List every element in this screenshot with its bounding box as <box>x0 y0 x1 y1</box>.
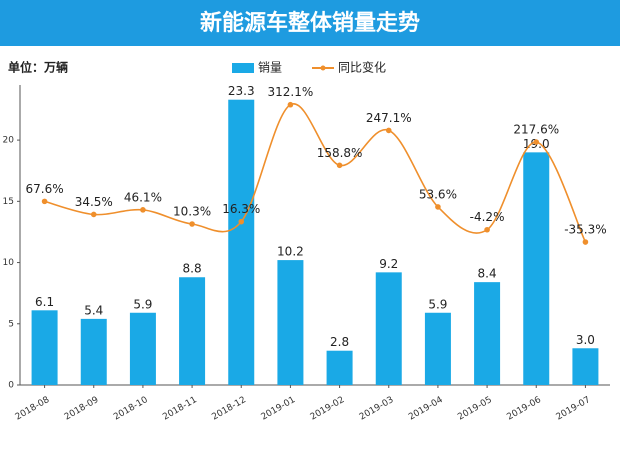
bar <box>523 152 550 385</box>
line-point <box>238 218 245 225</box>
bar <box>129 312 156 385</box>
y-tick-label: 20 <box>3 136 15 146</box>
bar-value-label: 5.9 <box>428 297 447 311</box>
x-tick-label: 2019-03 <box>358 395 396 422</box>
line-point <box>189 221 195 227</box>
bar-value-label: 8.4 <box>478 267 497 281</box>
bar-value-label: 2.8 <box>330 335 349 349</box>
unit-label: 单位：万辆 <box>8 60 68 75</box>
x-tick-label: 2018-08 <box>14 395 52 423</box>
line-value-label: 67.6% <box>26 182 64 196</box>
line-value-label: 217.6% <box>513 123 559 137</box>
bar-value-label: 23.3 <box>228 84 255 98</box>
line-point <box>533 139 540 145</box>
legend-swatch <box>320 65 326 71</box>
line-point <box>140 207 146 213</box>
y-tick-label: 0 <box>8 381 14 391</box>
bar <box>31 310 58 385</box>
line-value-label: 53.6% <box>419 187 457 201</box>
legend-label: 同比变化 <box>338 60 386 75</box>
bar-value-label: 3.0 <box>576 333 595 347</box>
line <box>44 103 587 243</box>
x-tick-label: 2019-06 <box>505 395 543 423</box>
legend-swatch <box>232 63 254 73</box>
bar <box>228 99 255 385</box>
bar-value-label: 9.2 <box>379 257 398 271</box>
bar <box>424 312 451 385</box>
bar <box>326 350 353 385</box>
x-tick-label: 2019-02 <box>309 395 347 422</box>
line-point <box>385 127 392 134</box>
line-point <box>484 226 490 233</box>
y-tick-label: 5 <box>8 319 14 329</box>
line-point <box>435 204 441 210</box>
bar-value-label: 6.1 <box>35 295 54 309</box>
line-value-label: 16.3% <box>222 202 260 216</box>
x-tick-label: 2018-10 <box>112 395 150 423</box>
bar-value-label: 8.8 <box>183 262 202 276</box>
line-value-label: -35.3% <box>564 223 606 237</box>
x-tick-label: 2019-05 <box>456 395 494 422</box>
bar <box>179 277 206 385</box>
bar-value-label: 5.4 <box>84 303 103 317</box>
line-value-label: 46.1% <box>124 190 162 204</box>
line-value-label: -4.2% <box>470 210 505 224</box>
bar <box>474 282 501 385</box>
x-tick-label: 2018-09 <box>63 395 101 423</box>
line-value-label: 312.1% <box>268 85 314 99</box>
bar <box>277 260 304 385</box>
legend-label: 销量 <box>258 61 282 75</box>
bar <box>572 348 599 385</box>
line-point <box>41 198 48 205</box>
line-point <box>90 211 97 218</box>
line-value-label: 247.1% <box>366 111 412 125</box>
line-value-label: 34.5% <box>75 195 113 209</box>
x-tick-label: 2018-11 <box>161 395 199 422</box>
line-point <box>582 239 589 245</box>
x-tick-label: 2019-07 <box>555 395 593 422</box>
line-point <box>287 101 294 108</box>
bar-value-label: 5.9 <box>133 297 152 311</box>
x-tick-label: 2019-04 <box>407 395 445 423</box>
y-tick-label: 15 <box>3 197 14 207</box>
x-tick-label: 2018-12 <box>210 395 248 422</box>
bar <box>375 272 402 385</box>
line-value-label: 10.3% <box>173 205 211 219</box>
x-tick-label: 2019-01 <box>260 395 298 422</box>
y-tick-label: 10 <box>3 258 15 268</box>
bar-value-label: 10.2 <box>277 245 304 259</box>
chart-title: 新能源车整体销量走势 <box>200 10 420 36</box>
line-value-label: 158.8% <box>317 146 363 160</box>
line-point <box>336 162 343 169</box>
title-banner <box>0 0 620 46</box>
bar <box>80 318 107 385</box>
